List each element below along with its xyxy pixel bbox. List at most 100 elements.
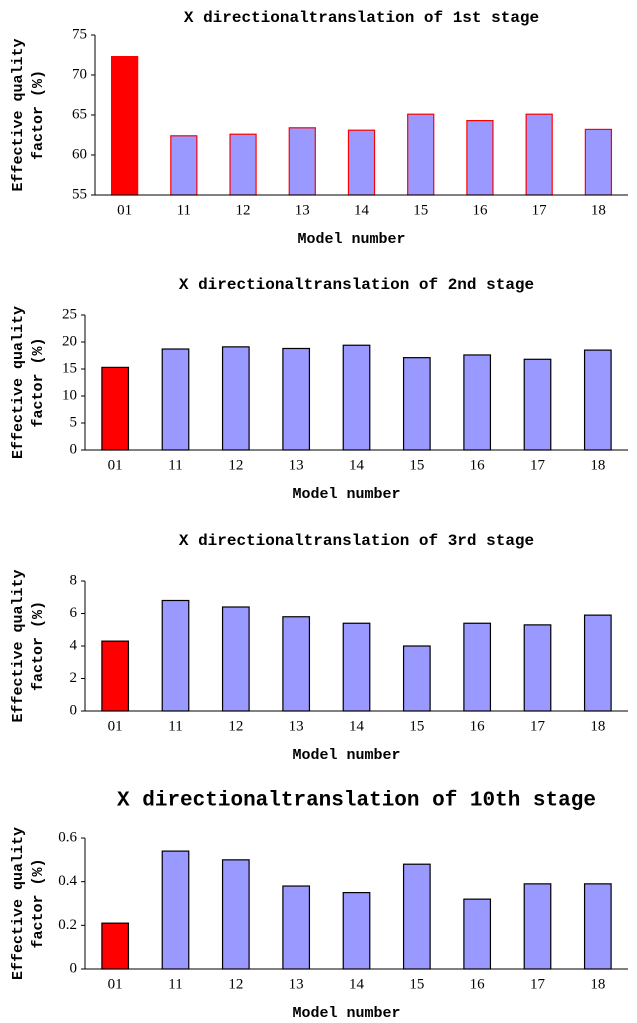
bar bbox=[463, 898, 492, 970]
x-tick-label: 01 bbox=[108, 976, 123, 992]
chart: X directionaltranslation of 10th stage 0 0… bbox=[10, 790, 628, 1022]
x-axis-label: Model number bbox=[292, 747, 400, 764]
bar bbox=[288, 127, 316, 196]
x-tick-label: 18 bbox=[590, 718, 605, 734]
x-tick-label: 17 bbox=[530, 718, 546, 734]
bar bbox=[221, 859, 250, 970]
x-axis-label: Model number bbox=[292, 486, 400, 503]
x-tick-label: 11 bbox=[168, 457, 182, 473]
bar bbox=[342, 891, 371, 970]
bar bbox=[170, 135, 198, 196]
x-tick-label: 14 bbox=[354, 202, 370, 218]
chart-title: X directionaltranslation of 2nd stage bbox=[179, 276, 534, 294]
bar bbox=[523, 358, 552, 451]
bar bbox=[221, 346, 250, 451]
bar bbox=[583, 883, 612, 970]
bar bbox=[161, 599, 190, 712]
x-tick-label: 18 bbox=[590, 976, 605, 992]
chart-title: X directionaltranslation of 3rd stage bbox=[179, 532, 534, 550]
y-tick-label: 20 bbox=[62, 333, 77, 349]
y-tick-label: 25 bbox=[62, 306, 77, 322]
x-tick-label: 11 bbox=[168, 976, 182, 992]
y-tick-label: 4 bbox=[70, 637, 78, 653]
y-tick-label: 5 bbox=[70, 414, 78, 430]
bar bbox=[583, 614, 612, 712]
x-tick-label: 17 bbox=[532, 202, 548, 218]
y-tick-label: 10 bbox=[62, 387, 77, 403]
x-tick-label: 13 bbox=[295, 202, 310, 218]
bar bbox=[342, 622, 371, 712]
x-tick-label: 12 bbox=[228, 976, 243, 992]
x-axis-label: Model number bbox=[292, 1005, 400, 1022]
x-tick-label: 12 bbox=[228, 457, 243, 473]
bar bbox=[161, 348, 190, 451]
x-axis-label: Model number bbox=[297, 231, 405, 248]
bar bbox=[402, 357, 431, 451]
y-tick-label: 8 bbox=[70, 572, 78, 588]
bar bbox=[101, 640, 130, 712]
chart-title: X directionaltranslation of 1st stage bbox=[184, 9, 539, 27]
bar bbox=[282, 347, 311, 451]
bar bbox=[221, 606, 250, 712]
bar bbox=[466, 119, 494, 196]
y-axis-label: Effective quality bbox=[10, 569, 27, 722]
y-tick-label: 65 bbox=[72, 106, 87, 122]
x-tick-label: 13 bbox=[289, 976, 304, 992]
bar bbox=[402, 863, 431, 970]
bar bbox=[463, 622, 492, 712]
bar bbox=[583, 349, 612, 451]
x-tick-label: 13 bbox=[289, 457, 304, 473]
y-axis-label: factor (%) bbox=[30, 858, 47, 948]
bar bbox=[523, 624, 552, 712]
bar bbox=[342, 344, 371, 451]
bar bbox=[347, 129, 376, 196]
x-tick-label: 01 bbox=[108, 457, 123, 473]
x-tick-label: 12 bbox=[228, 718, 243, 734]
x-tick-label: 14 bbox=[349, 976, 365, 992]
y-tick-label: 0 bbox=[70, 441, 78, 457]
y-axis-label: Effective quality bbox=[10, 827, 27, 980]
x-tick-label: 17 bbox=[530, 457, 546, 473]
x-tick-label: 17 bbox=[530, 976, 546, 992]
y-axis-label: Effective quality bbox=[10, 38, 27, 191]
bar bbox=[402, 645, 431, 712]
bar bbox=[407, 113, 435, 196]
y-axis-label: Effective quality bbox=[10, 306, 27, 459]
y-axis-label: factor (%) bbox=[30, 337, 47, 427]
y-tick-label: 0.6 bbox=[58, 829, 77, 845]
x-tick-label: 12 bbox=[236, 202, 251, 218]
chart: X directionaltranslation of 1st stage 55 6… bbox=[10, 9, 628, 248]
x-tick-label: 13 bbox=[289, 718, 304, 734]
bar bbox=[101, 366, 130, 451]
chart-title: X directionaltranslation of 10th stage bbox=[117, 790, 596, 813]
y-tick-label: 55 bbox=[72, 186, 87, 202]
y-tick-label: 0.2 bbox=[58, 917, 77, 933]
x-tick-label: 16 bbox=[470, 457, 486, 473]
bar bbox=[523, 883, 552, 970]
chart: X directionaltranslation of 3rd stage 0 2 4… bbox=[10, 532, 628, 764]
bar bbox=[110, 55, 139, 196]
x-tick-label: 14 bbox=[349, 718, 365, 734]
chart: X directionaltranslation of 2nd stage 0 5 1… bbox=[10, 276, 628, 503]
y-tick-label: 6 bbox=[70, 605, 78, 621]
x-tick-label: 16 bbox=[472, 202, 488, 218]
x-tick-label: 15 bbox=[413, 202, 428, 218]
bar bbox=[282, 885, 311, 970]
y-tick-label: 0.4 bbox=[58, 873, 77, 889]
x-tick-label: 15 bbox=[409, 718, 424, 734]
y-tick-label: 2 bbox=[70, 670, 78, 686]
y-tick-label: 75 bbox=[72, 26, 87, 42]
x-tick-label: 01 bbox=[117, 202, 132, 218]
y-axis-label: factor (%) bbox=[30, 70, 47, 160]
y-tick-label: 0 bbox=[70, 960, 78, 976]
x-tick-label: 15 bbox=[409, 457, 424, 473]
y-tick-label: 0 bbox=[70, 702, 78, 718]
x-tick-label: 16 bbox=[470, 718, 486, 734]
bar bbox=[101, 922, 130, 970]
bar bbox=[282, 616, 311, 712]
y-tick-label: 15 bbox=[62, 360, 77, 376]
bar bbox=[161, 850, 190, 970]
y-tick-label: 70 bbox=[72, 66, 87, 82]
bar bbox=[463, 354, 492, 451]
